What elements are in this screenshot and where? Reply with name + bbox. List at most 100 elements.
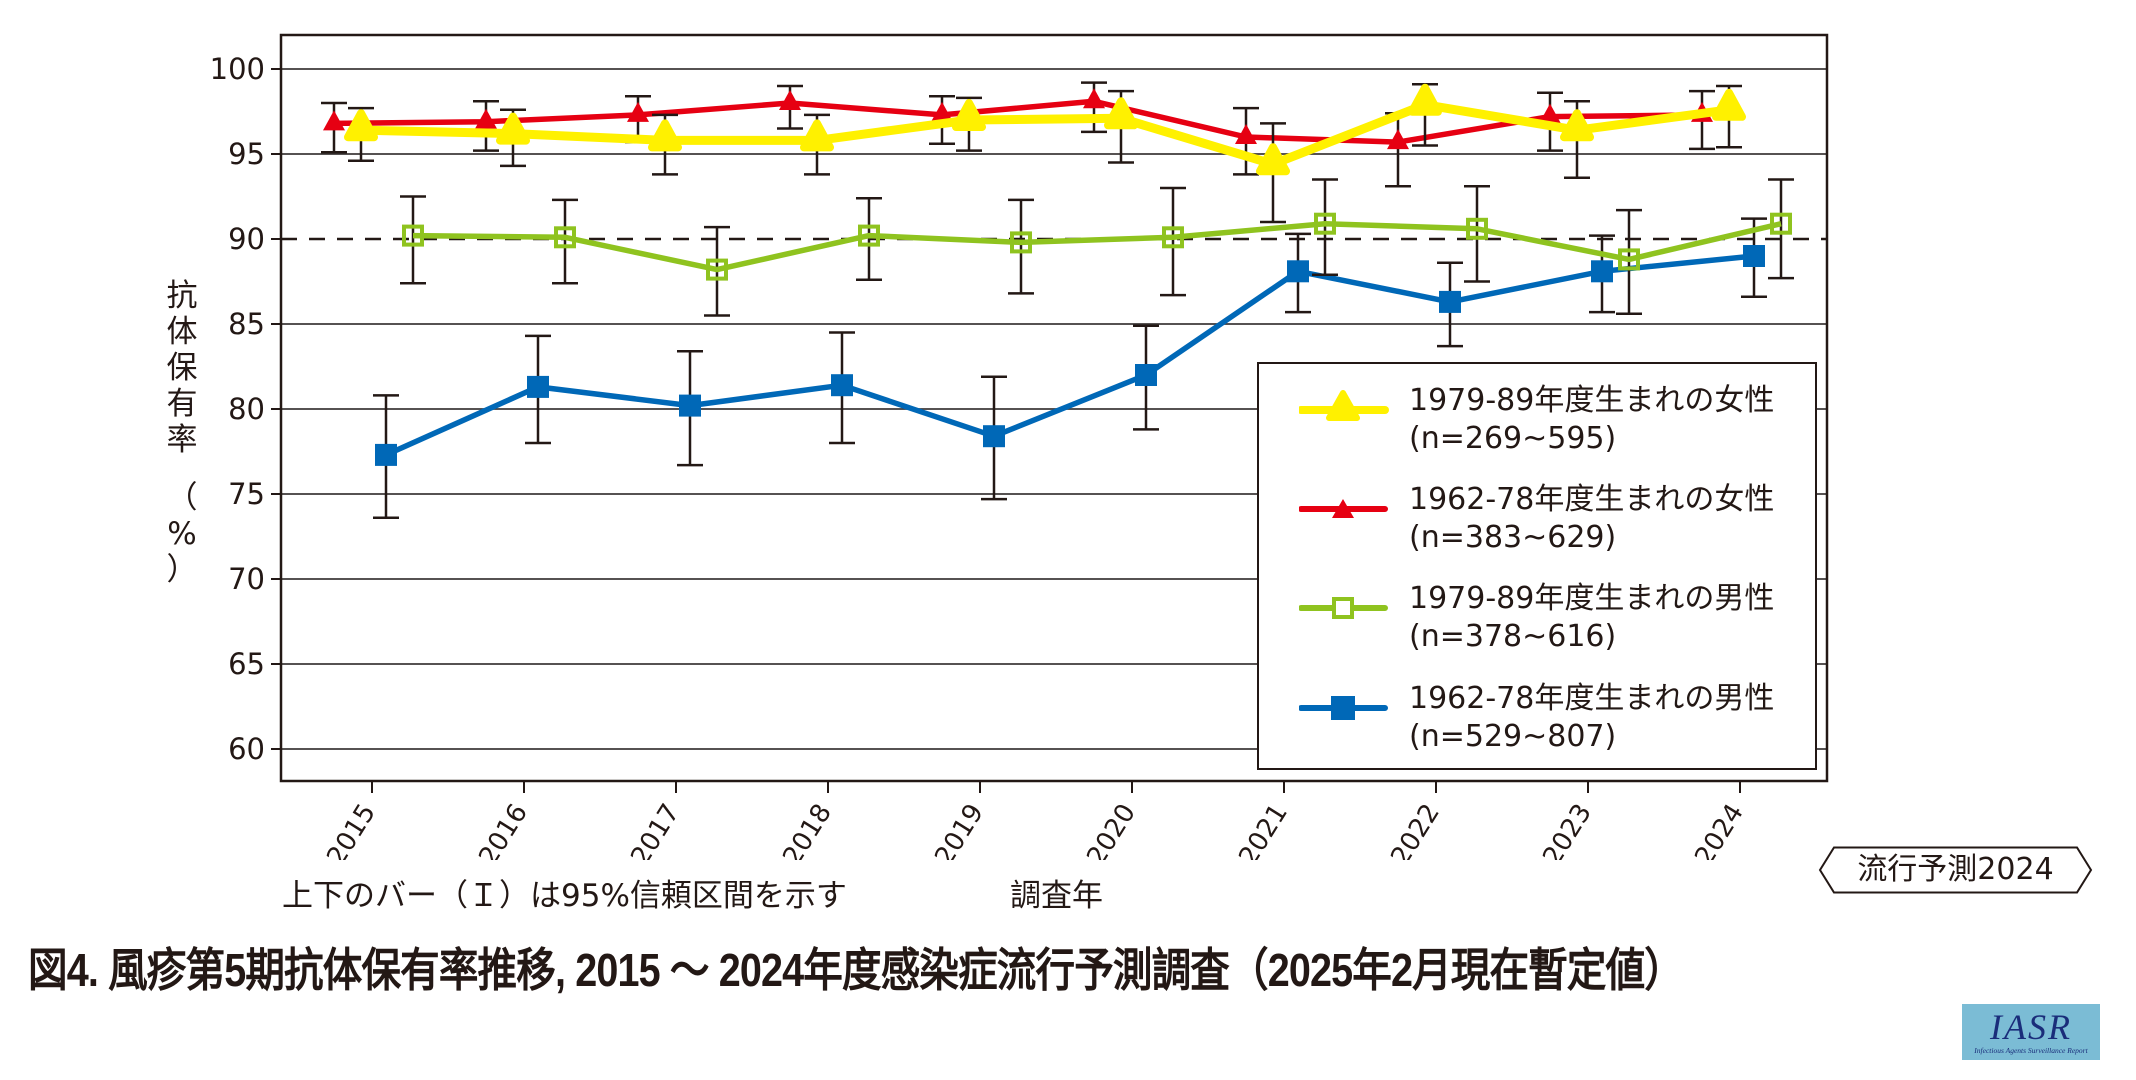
y-axis-label-char: 保 [166,350,198,386]
series [321,81,1794,520]
figure-title: 図4. 風疹第5期抗体保有率推移, 2015 ～ 2024年度感染症流行予測調査… [28,944,1684,996]
data-point [983,425,1005,448]
legend: 1979-89年度生まれの女性 (n=269~595) 1962-78年度生まれ… [1257,362,1817,770]
x-tick-label: 2015 [321,799,382,860]
data-point [1408,83,1442,116]
y-tick-label: 90 [228,222,265,256]
legend-swatch-triangle-large [1299,390,1389,421]
x-axis: 2015 2016 2017 2018 2019 2020 2021 2022 2023 2024 [321,781,1750,860]
legend-label: 1979-89年度生まれの男性 [1409,581,1775,616]
legend-label: 1962-78年度生まれの男性 [1409,681,1775,716]
data-point [1162,226,1184,249]
legend-item: 1979-89年度生まれの女性 (n=269~595) [1259,382,1815,472]
x-tick-label: 2023 [1537,799,1598,860]
x-tick-label: 2019 [929,799,990,860]
series-line [412,220,1782,273]
y-tick-label: 80 [228,392,265,426]
y-tick-label: 70 [228,562,265,596]
data-point [1235,124,1257,144]
x-tick-label: 2022 [1385,799,1446,860]
iasr-logo: IASR Infectious Agents Surveillance Repo… [1962,1004,2100,1060]
legend-item: 1962-78年度生まれの女性 (n=383~629) [1259,481,1815,571]
data-point [1539,103,1561,124]
data-point [554,226,576,249]
data-point [344,109,378,142]
data-point [858,224,880,247]
error-bar [552,198,578,285]
logo-main-text: IASR [1990,1007,2072,1047]
y-axis-label-char: 体 [166,314,198,350]
series-line [384,253,1755,458]
legend-item: 1979-89年度生まれの男性 (n=378~616) [1259,580,1815,670]
error-bar [1768,178,1794,280]
data-point [1104,97,1138,130]
data-point [496,112,530,145]
x-tick-label: 2020 [1081,799,1142,860]
data-point [648,119,682,152]
y-axis-label-char: （ [166,480,198,516]
chart: 60 65 70 75 80 85 90 95 100 2015 2016 2017 2018 2019… [210,33,1829,860]
data-point [1743,245,1765,267]
y-tick-label: 85 [228,307,265,341]
y-axis: 60 65 70 75 80 85 90 95 100 [210,52,281,766]
data-point [706,258,728,281]
data-point [1135,364,1157,386]
data-point [800,119,834,152]
data-point [1591,260,1613,283]
y-tick-label: 60 [228,732,265,766]
data-point [1287,260,1309,283]
y-axis-label-char: 抗 [166,278,198,314]
data-point [831,374,853,397]
y-axis-label-char: 有 [166,386,198,422]
data-point [1618,248,1640,271]
data-point [402,224,424,247]
data-point [1466,217,1488,240]
y-axis-label-char: ） [166,552,198,588]
legend-label: 1979-89年度生まれの女性 [1409,383,1775,418]
error-bar [1160,186,1186,297]
footnote: 上下のバー（Ｉ）は95%信頼区間を示す [282,878,847,914]
y-axis-label: 抗 体 保 有 率 （ % ） [162,278,202,588]
data-point [1314,212,1336,235]
y-axis-label-char: % [167,516,197,552]
data-point [1256,143,1290,176]
y-tick-label: 95 [228,137,265,171]
series-line [333,98,1703,145]
error-bar [1008,198,1034,295]
data-point [475,108,497,129]
data-point [1083,88,1105,109]
data-point [679,394,701,417]
legend-swatch-triangle [1299,499,1388,518]
series-2 [400,178,1794,317]
series-3 [373,217,1767,520]
data-point [779,90,801,110]
error-bar [856,196,882,282]
x-tick-label: 2016 [473,799,534,860]
data-point [1010,231,1032,254]
legend-swatch-square [1299,696,1388,720]
badge-frame-icon [1818,846,2093,894]
error-bar [1312,178,1338,276]
y-tick-label: 65 [228,647,265,681]
data-point [375,443,397,466]
error-bar [400,195,426,285]
legend-label: 1962-78年度生まれの女性 [1409,482,1775,517]
error-bar [1385,111,1411,188]
series-0 [344,83,1746,224]
data-point [952,99,986,131]
data-point [1770,212,1792,235]
y-tick-label: 75 [228,477,265,511]
data-point [931,101,953,122]
data-point [627,101,649,122]
data-point [527,375,549,398]
logo-sub-text: Infectious Agents Surveillance Report [1974,1046,2088,1055]
legend-n: (n=529~807) [1409,719,1617,754]
data-point [1712,88,1746,121]
survey-badge: 流行予測2024 [1818,846,2093,894]
x-tick-label: 2021 [1233,799,1294,860]
x-tick-label: 2024 [1689,799,1750,860]
legend-n: (n=383~629) [1409,520,1617,555]
data-point [1560,109,1594,142]
y-axis-label-char: 率 [166,422,198,458]
y-tick-label: 100 [210,52,265,86]
